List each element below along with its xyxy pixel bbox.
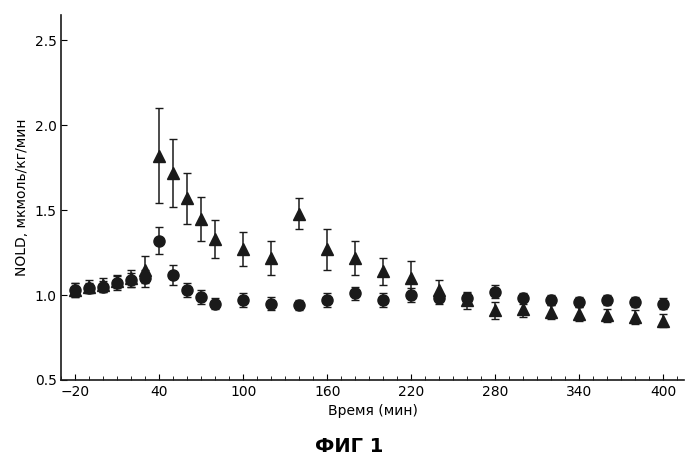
X-axis label: Время (мин): Время (мин) [328,404,417,418]
Y-axis label: NOLD, мкмоль/кг/мин: NOLD, мкмоль/кг/мин [15,119,29,276]
Text: ФИГ 1: ФИГ 1 [315,437,384,456]
